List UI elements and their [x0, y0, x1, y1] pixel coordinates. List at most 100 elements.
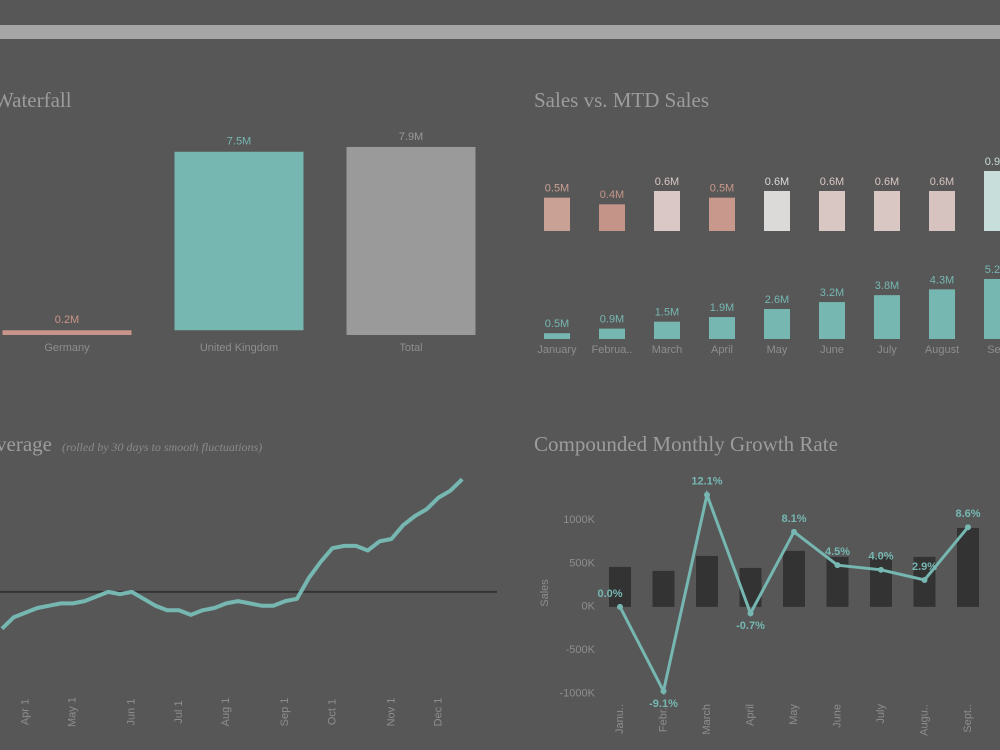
x-tick-label: April [744, 704, 756, 726]
line [0, 477, 464, 631]
x-tick-label: July [875, 704, 887, 724]
bar [929, 191, 955, 231]
category-label: March [652, 344, 683, 356]
bar [696, 555, 718, 607]
chart-subtitle: (rolled by 30 days to smooth fluctuation… [62, 440, 262, 454]
category-label: May [767, 344, 788, 356]
value-label: 0.9M [600, 314, 624, 326]
growth-point [660, 688, 667, 695]
category-label: April [711, 344, 733, 356]
x-tick-label: Jul 1 [173, 700, 185, 723]
bar [654, 321, 680, 339]
value-label: 0.0% [597, 588, 622, 600]
y-tick-label: 1000K [563, 514, 595, 526]
growth-point [965, 524, 971, 531]
category-label: United Kingdom [200, 342, 278, 354]
bar [544, 197, 570, 231]
header-bar [0, 25, 1000, 39]
growth-point [878, 566, 884, 573]
chart-title: Sales vs. MTD Sales [534, 88, 709, 112]
category-label: Februa.. [592, 344, 633, 356]
value-label: 8.1% [781, 513, 806, 525]
x-tick-label: Dec 1 [433, 698, 445, 727]
value-label: 4.5% [825, 546, 850, 558]
value-label: 0.5M [545, 183, 569, 195]
category-label: Sep [987, 344, 1000, 356]
value-label: 0.6M [875, 176, 899, 188]
waterfall-bar [346, 146, 476, 335]
value-label: 4.3M [930, 274, 954, 286]
chart-title: verage [0, 432, 52, 456]
x-tick-label: Febr.. [657, 704, 669, 732]
value-label: 5.2M [985, 264, 1000, 276]
bar [984, 279, 1000, 339]
value-label: 0.6M [820, 176, 844, 188]
bar [874, 295, 900, 339]
growth-point [704, 491, 710, 498]
x-tick-label: Oct 1 [326, 699, 338, 725]
value-label: 4.0% [868, 551, 893, 563]
bar [652, 570, 675, 607]
x-tick-label: Sep 1 [279, 698, 291, 727]
x-tick-label: Jun 1 [126, 699, 138, 726]
bar [764, 309, 790, 339]
value-label: 0.4M [600, 189, 624, 201]
value-label: 3.8M [875, 280, 899, 292]
growth-point [791, 528, 797, 535]
bar [874, 191, 900, 231]
value-label: 7.9M [399, 131, 423, 143]
category-label: June [820, 344, 844, 356]
x-tick-label: March [701, 704, 713, 735]
value-label: 2.9% [912, 561, 937, 573]
bar [544, 333, 570, 339]
value-label: 12.1% [691, 476, 722, 488]
bar [709, 317, 735, 339]
chart-title: Compounded Monthly Growth Rate [534, 432, 838, 456]
value-label: 0.6M [655, 176, 679, 188]
growth-point [834, 562, 841, 569]
bar [609, 566, 631, 607]
category-label: July [877, 344, 897, 356]
value-label: 7.5M [227, 136, 251, 148]
bar [599, 204, 625, 231]
x-tick-label: Janu.. [614, 704, 626, 734]
x-tick-label: May 1 [67, 697, 79, 727]
bar [826, 556, 849, 607]
value-label: 2.6M [765, 294, 789, 306]
value-label: -0.7% [736, 620, 765, 632]
category-label: January [537, 344, 577, 356]
waterfall-bar [2, 330, 132, 335]
x-tick-label: Nov 1 [385, 698, 397, 727]
bar [709, 197, 735, 231]
value-label: 1.9M [710, 302, 734, 314]
value-label: -9.1% [649, 698, 678, 710]
x-tick-label: Augu.. [918, 704, 930, 736]
x-tick-label: May [788, 704, 800, 725]
bar [599, 328, 625, 339]
y-tick-label: -1000K [560, 688, 596, 700]
bar [764, 191, 790, 231]
bar [654, 191, 680, 231]
bar [819, 191, 845, 231]
bar [984, 171, 1000, 231]
value-label: 3.2M [820, 287, 844, 299]
value-label: 0.6M [765, 176, 789, 188]
bar [819, 302, 845, 339]
growth-point [617, 603, 623, 610]
category-label: Total [399, 342, 422, 354]
value-label: 8.6% [955, 508, 980, 520]
value-label: 1.5M [655, 307, 679, 319]
x-tick-label: Aug 1 [220, 698, 232, 727]
bar [870, 556, 892, 607]
y-tick-label: 500K [569, 557, 595, 569]
value-label: 0.5M [545, 318, 569, 330]
y-tick-label: -500K [566, 644, 596, 656]
x-tick-label: June [831, 704, 843, 728]
category-label: Germany [44, 342, 90, 354]
bar [783, 550, 805, 607]
x-tick-label: Sept.. [962, 704, 974, 733]
bar [957, 527, 979, 607]
value-label: 0.2M [55, 314, 79, 326]
value-label: 0.9M [985, 156, 1000, 168]
